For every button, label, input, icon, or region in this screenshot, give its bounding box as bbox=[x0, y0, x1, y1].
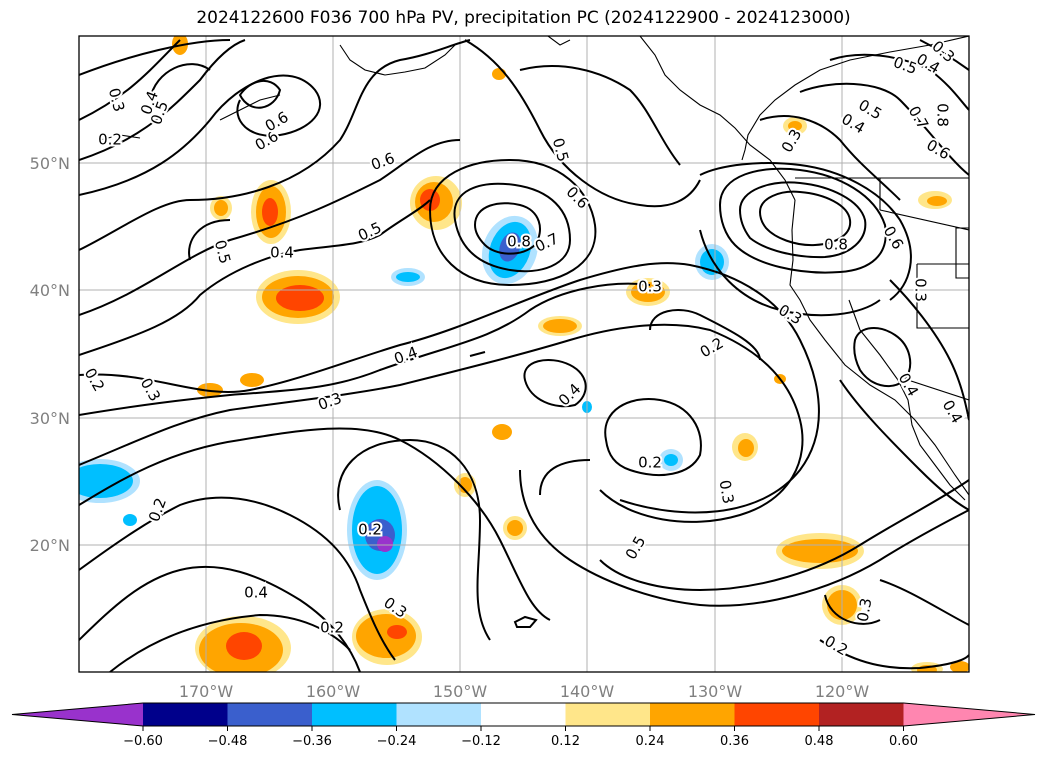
colorbar-extend-low bbox=[12, 703, 143, 726]
contour-label: 0.6 bbox=[923, 136, 953, 164]
contour-label: 0.2 bbox=[358, 521, 382, 539]
colorbar-tick-label: 0.36 bbox=[720, 734, 749, 749]
contour-label: 0.3 bbox=[638, 278, 662, 296]
contour-label: 0.5 bbox=[211, 238, 235, 266]
colorbar-segment bbox=[312, 703, 397, 726]
lon-tick-label: 130°W bbox=[688, 682, 743, 701]
lon-tick-label: 160°W bbox=[306, 682, 361, 701]
lat-tick-label: 30°N bbox=[30, 409, 70, 428]
colorbar-segment bbox=[565, 703, 651, 726]
colorbar-tick-label: 0.60 bbox=[889, 734, 918, 749]
contour-islands bbox=[469, 351, 538, 628]
colorbar-segment bbox=[734, 703, 820, 726]
colorbar-tick-label: −0.60 bbox=[123, 734, 163, 749]
coastlines bbox=[99, 36, 969, 501]
pv-contours bbox=[79, 39, 969, 672]
lat-tick-label: 50°N bbox=[30, 154, 70, 173]
contour-label: 0.4 bbox=[270, 244, 294, 262]
colorbar-segment bbox=[143, 703, 228, 726]
contour-label: 0.3 bbox=[716, 479, 738, 506]
precip-shading bbox=[79, 36, 969, 672]
colorbar-tick-label: −0.12 bbox=[461, 734, 501, 749]
colorbar-extend-high bbox=[903, 703, 1035, 726]
lon-tick-label: 150°W bbox=[433, 682, 488, 701]
contour-label: 0.4 bbox=[555, 380, 585, 410]
contour-label: 0.4 bbox=[939, 397, 967, 427]
lon-tick-label: 170°W bbox=[179, 682, 234, 701]
colorbar-segment bbox=[481, 703, 566, 726]
contour-label: 0.2 bbox=[638, 454, 662, 472]
positive-anomaly-blob-4 bbox=[195, 616, 291, 672]
contour-label: 0.8 bbox=[507, 233, 531, 251]
colorbar-tick-label: −0.36 bbox=[292, 734, 332, 749]
contour-label: 0.5 bbox=[355, 218, 384, 244]
contour-label: 0.4 bbox=[244, 584, 268, 602]
contour-label: 0.8 bbox=[824, 236, 848, 254]
contour-label: 0.2 bbox=[320, 619, 344, 637]
plot-frame bbox=[78, 35, 970, 673]
contour-label: 0.3 bbox=[854, 597, 876, 624]
positive-anomaly-blob-2 bbox=[251, 180, 291, 244]
colorbar-tick-label: −0.24 bbox=[377, 734, 417, 749]
map-title: 2024122600 F036 700 hPa PV, precipitatio… bbox=[196, 8, 851, 28]
lon-tick-label: 120°W bbox=[815, 682, 870, 701]
contour-label: 0.3 bbox=[912, 278, 930, 302]
lat-tick-label: 40°N bbox=[30, 281, 70, 300]
contour-label: 0.2 bbox=[697, 334, 727, 362]
lat-axis: 50°N 40°N 30°N 20°N bbox=[30, 154, 70, 555]
colorbar-tick-label: 0.48 bbox=[805, 734, 834, 749]
negative-anomaly-small bbox=[79, 244, 729, 526]
colorbar-segment bbox=[650, 703, 735, 726]
contour-label: 0.3 bbox=[775, 301, 805, 329]
colorbar-tick-label: 0.12 bbox=[551, 734, 580, 749]
colorbar-tick-label: −0.48 bbox=[208, 734, 248, 749]
colorbar-segment bbox=[819, 703, 904, 726]
colorbar: −0.60 −0.48 −0.36 −0.24 −0.12 0.12 0.24 0.36 0.4… bbox=[11, 702, 1036, 749]
positive-anomaly-blob-1 bbox=[256, 270, 340, 324]
contour-label: 0.6 bbox=[563, 183, 593, 213]
negative-anomaly-blob-1 bbox=[347, 480, 407, 580]
positive-anomaly-blob-3 bbox=[410, 176, 462, 230]
colorbar-tick-label: 0.24 bbox=[636, 734, 665, 749]
colorbar-segment bbox=[227, 703, 313, 726]
contour-label: 0.8 bbox=[934, 103, 952, 127]
contour-label: 0.5 bbox=[549, 136, 573, 164]
positive-anomaly-blob-5 bbox=[352, 609, 422, 665]
contour-label: 0.5 bbox=[622, 533, 650, 563]
contour-label: 0.3 bbox=[316, 389, 345, 414]
contour-label: 0.2 bbox=[81, 365, 109, 395]
contour-label: 0.4 bbox=[895, 370, 923, 400]
lat-tick-label: 20°N bbox=[30, 536, 70, 555]
contour-label: 0.7 bbox=[905, 103, 933, 133]
lon-axis: 170°W 160°W 150°W 140°W 130°W 120°W bbox=[179, 682, 870, 701]
contour-label: 0.2 bbox=[98, 131, 122, 149]
lon-tick-label: 140°W bbox=[560, 682, 615, 701]
contour-label: 0.3 bbox=[105, 86, 129, 114]
contour-label: 0.2 bbox=[145, 496, 170, 525]
colorbar-segment bbox=[396, 703, 482, 726]
